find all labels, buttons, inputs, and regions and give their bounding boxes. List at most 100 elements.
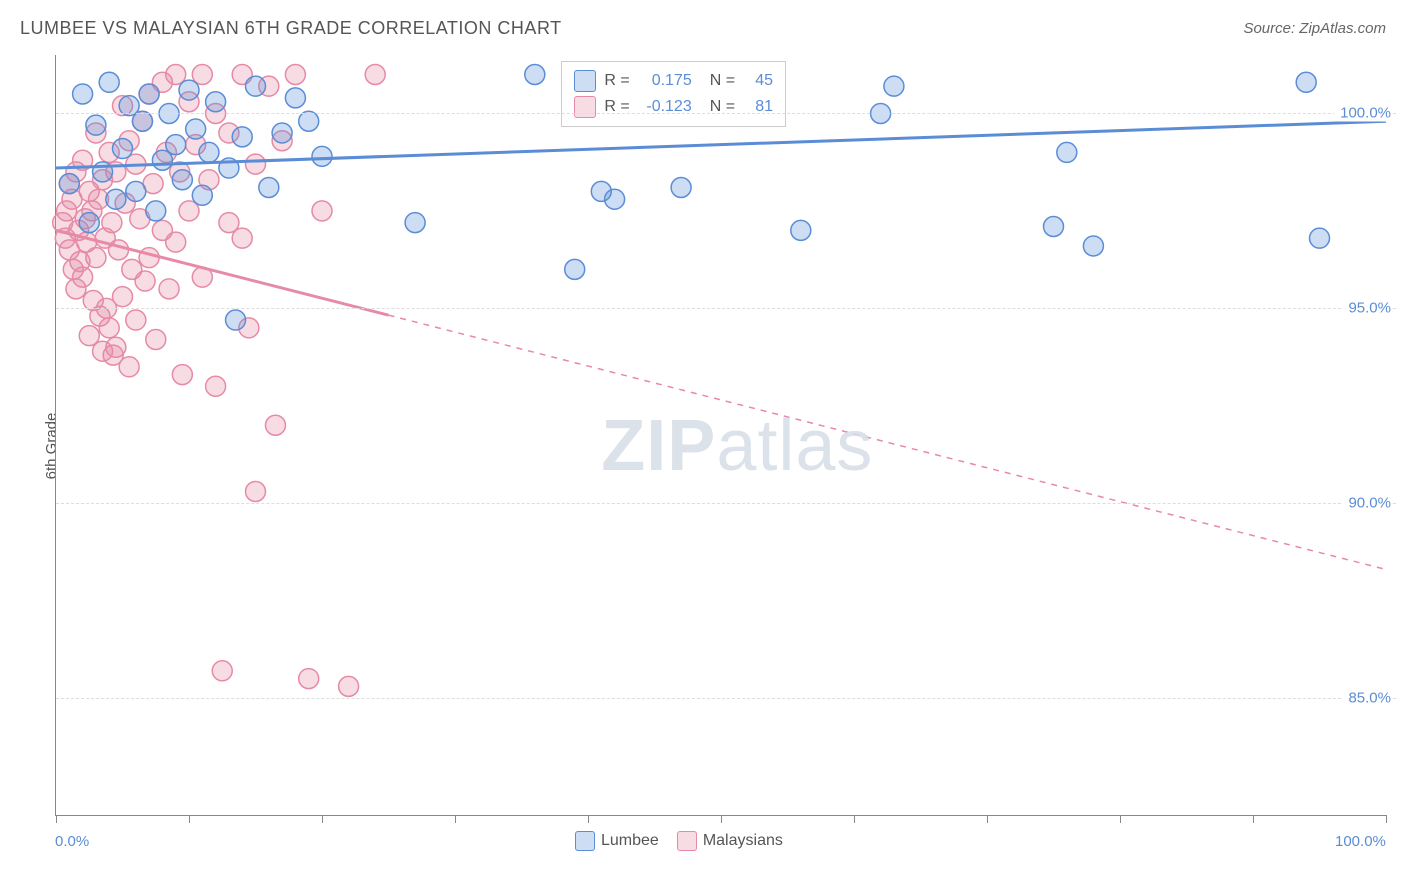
scatter-point (312, 146, 332, 166)
gridline (56, 308, 1396, 309)
legend-swatch (574, 70, 596, 92)
scatter-point (1296, 72, 1316, 92)
legend-correlation: R = 0.175 N = 45 R = -0.123 N = 81 (561, 61, 786, 127)
x-tick (455, 815, 456, 823)
scatter-point (1083, 236, 1103, 256)
x-tick (189, 815, 190, 823)
scatter-point (166, 135, 186, 155)
y-tick-label: 100.0% (1334, 105, 1391, 122)
legend-swatch (574, 96, 596, 118)
chart-header: LUMBEE VS MALAYSIAN 6TH GRADE CORRELATIO… (20, 18, 1386, 39)
legend-item: Lumbee (575, 831, 659, 851)
scatter-point (146, 330, 166, 350)
scatter-point (246, 154, 266, 174)
scatter-point (226, 310, 246, 330)
legend-n-label: N = (710, 94, 735, 120)
scatter-point (73, 84, 93, 104)
chart-title: LUMBEE VS MALAYSIAN 6TH GRADE CORRELATIO… (20, 18, 562, 39)
scatter-svg (56, 55, 1386, 815)
scatter-point (339, 676, 359, 696)
x-tick (1120, 815, 1121, 823)
scatter-point (73, 267, 93, 287)
scatter-point (265, 415, 285, 435)
scatter-point (232, 228, 252, 248)
scatter-point (246, 482, 266, 502)
legend-r-value: 0.175 (638, 68, 692, 94)
trend-line-dashed (389, 315, 1387, 569)
scatter-point (212, 661, 232, 681)
scatter-point (146, 201, 166, 221)
x-tick (721, 815, 722, 823)
legend-series-name: Malaysians (703, 832, 783, 850)
scatter-point (1310, 228, 1330, 248)
scatter-point (106, 189, 126, 209)
scatter-point (139, 84, 159, 104)
legend-n-label: N = (710, 68, 735, 94)
y-tick-label: 85.0% (1342, 690, 1391, 707)
scatter-point (86, 115, 106, 135)
legend-r-value: -0.123 (638, 94, 692, 120)
scatter-point (126, 310, 146, 330)
x-tick (1386, 815, 1387, 823)
gridline (56, 113, 1396, 114)
gridline (56, 503, 1396, 504)
scatter-point (605, 189, 625, 209)
legend-r-label: R = (604, 68, 629, 94)
legend-swatch (677, 831, 697, 851)
x-axis-max-label: 100.0% (1335, 833, 1386, 850)
scatter-point (166, 232, 186, 252)
x-tick (56, 815, 57, 823)
scatter-point (86, 248, 106, 268)
x-tick (588, 815, 589, 823)
scatter-point (109, 240, 129, 260)
scatter-point (232, 127, 252, 147)
scatter-point (365, 64, 385, 84)
scatter-point (671, 178, 691, 198)
scatter-point (135, 271, 155, 291)
legend-swatch (575, 831, 595, 851)
legend-r-label: R = (604, 94, 629, 120)
scatter-point (139, 248, 159, 268)
scatter-point (102, 213, 122, 233)
scatter-point (285, 88, 305, 108)
scatter-point (119, 357, 139, 377)
scatter-point (285, 64, 305, 84)
plot-area: ZIPatlas R = 0.175 N = 45 R = -0.123 N =… (55, 55, 1386, 816)
scatter-point (159, 279, 179, 299)
y-tick-label: 90.0% (1342, 495, 1391, 512)
scatter-point (99, 72, 119, 92)
scatter-point (106, 337, 126, 357)
scatter-point (312, 201, 332, 221)
y-tick-label: 95.0% (1342, 300, 1391, 317)
chart-source: Source: ZipAtlas.com (1243, 20, 1386, 37)
scatter-point (99, 318, 119, 338)
scatter-point (791, 220, 811, 240)
scatter-point (259, 178, 279, 198)
gridline (56, 698, 1396, 699)
scatter-point (299, 669, 319, 689)
scatter-point (272, 123, 292, 143)
legend-row: R = 0.175 N = 45 (574, 68, 773, 94)
legend-row: R = -0.123 N = 81 (574, 94, 773, 120)
legend-item: Malaysians (677, 831, 783, 851)
scatter-point (565, 259, 585, 279)
scatter-point (79, 213, 99, 233)
scatter-point (206, 376, 226, 396)
x-axis-min-label: 0.0% (55, 833, 89, 850)
scatter-point (126, 181, 146, 201)
scatter-point (525, 64, 545, 84)
scatter-point (192, 185, 212, 205)
scatter-point (59, 174, 79, 194)
scatter-point (246, 76, 266, 96)
scatter-point (1057, 142, 1077, 162)
scatter-point (1044, 216, 1064, 236)
scatter-point (179, 80, 199, 100)
scatter-point (405, 213, 425, 233)
scatter-point (206, 92, 226, 112)
x-tick (987, 815, 988, 823)
legend-n-value: 81 (743, 94, 773, 120)
scatter-point (884, 76, 904, 96)
scatter-point (186, 119, 206, 139)
x-tick (1253, 815, 1254, 823)
x-tick (854, 815, 855, 823)
